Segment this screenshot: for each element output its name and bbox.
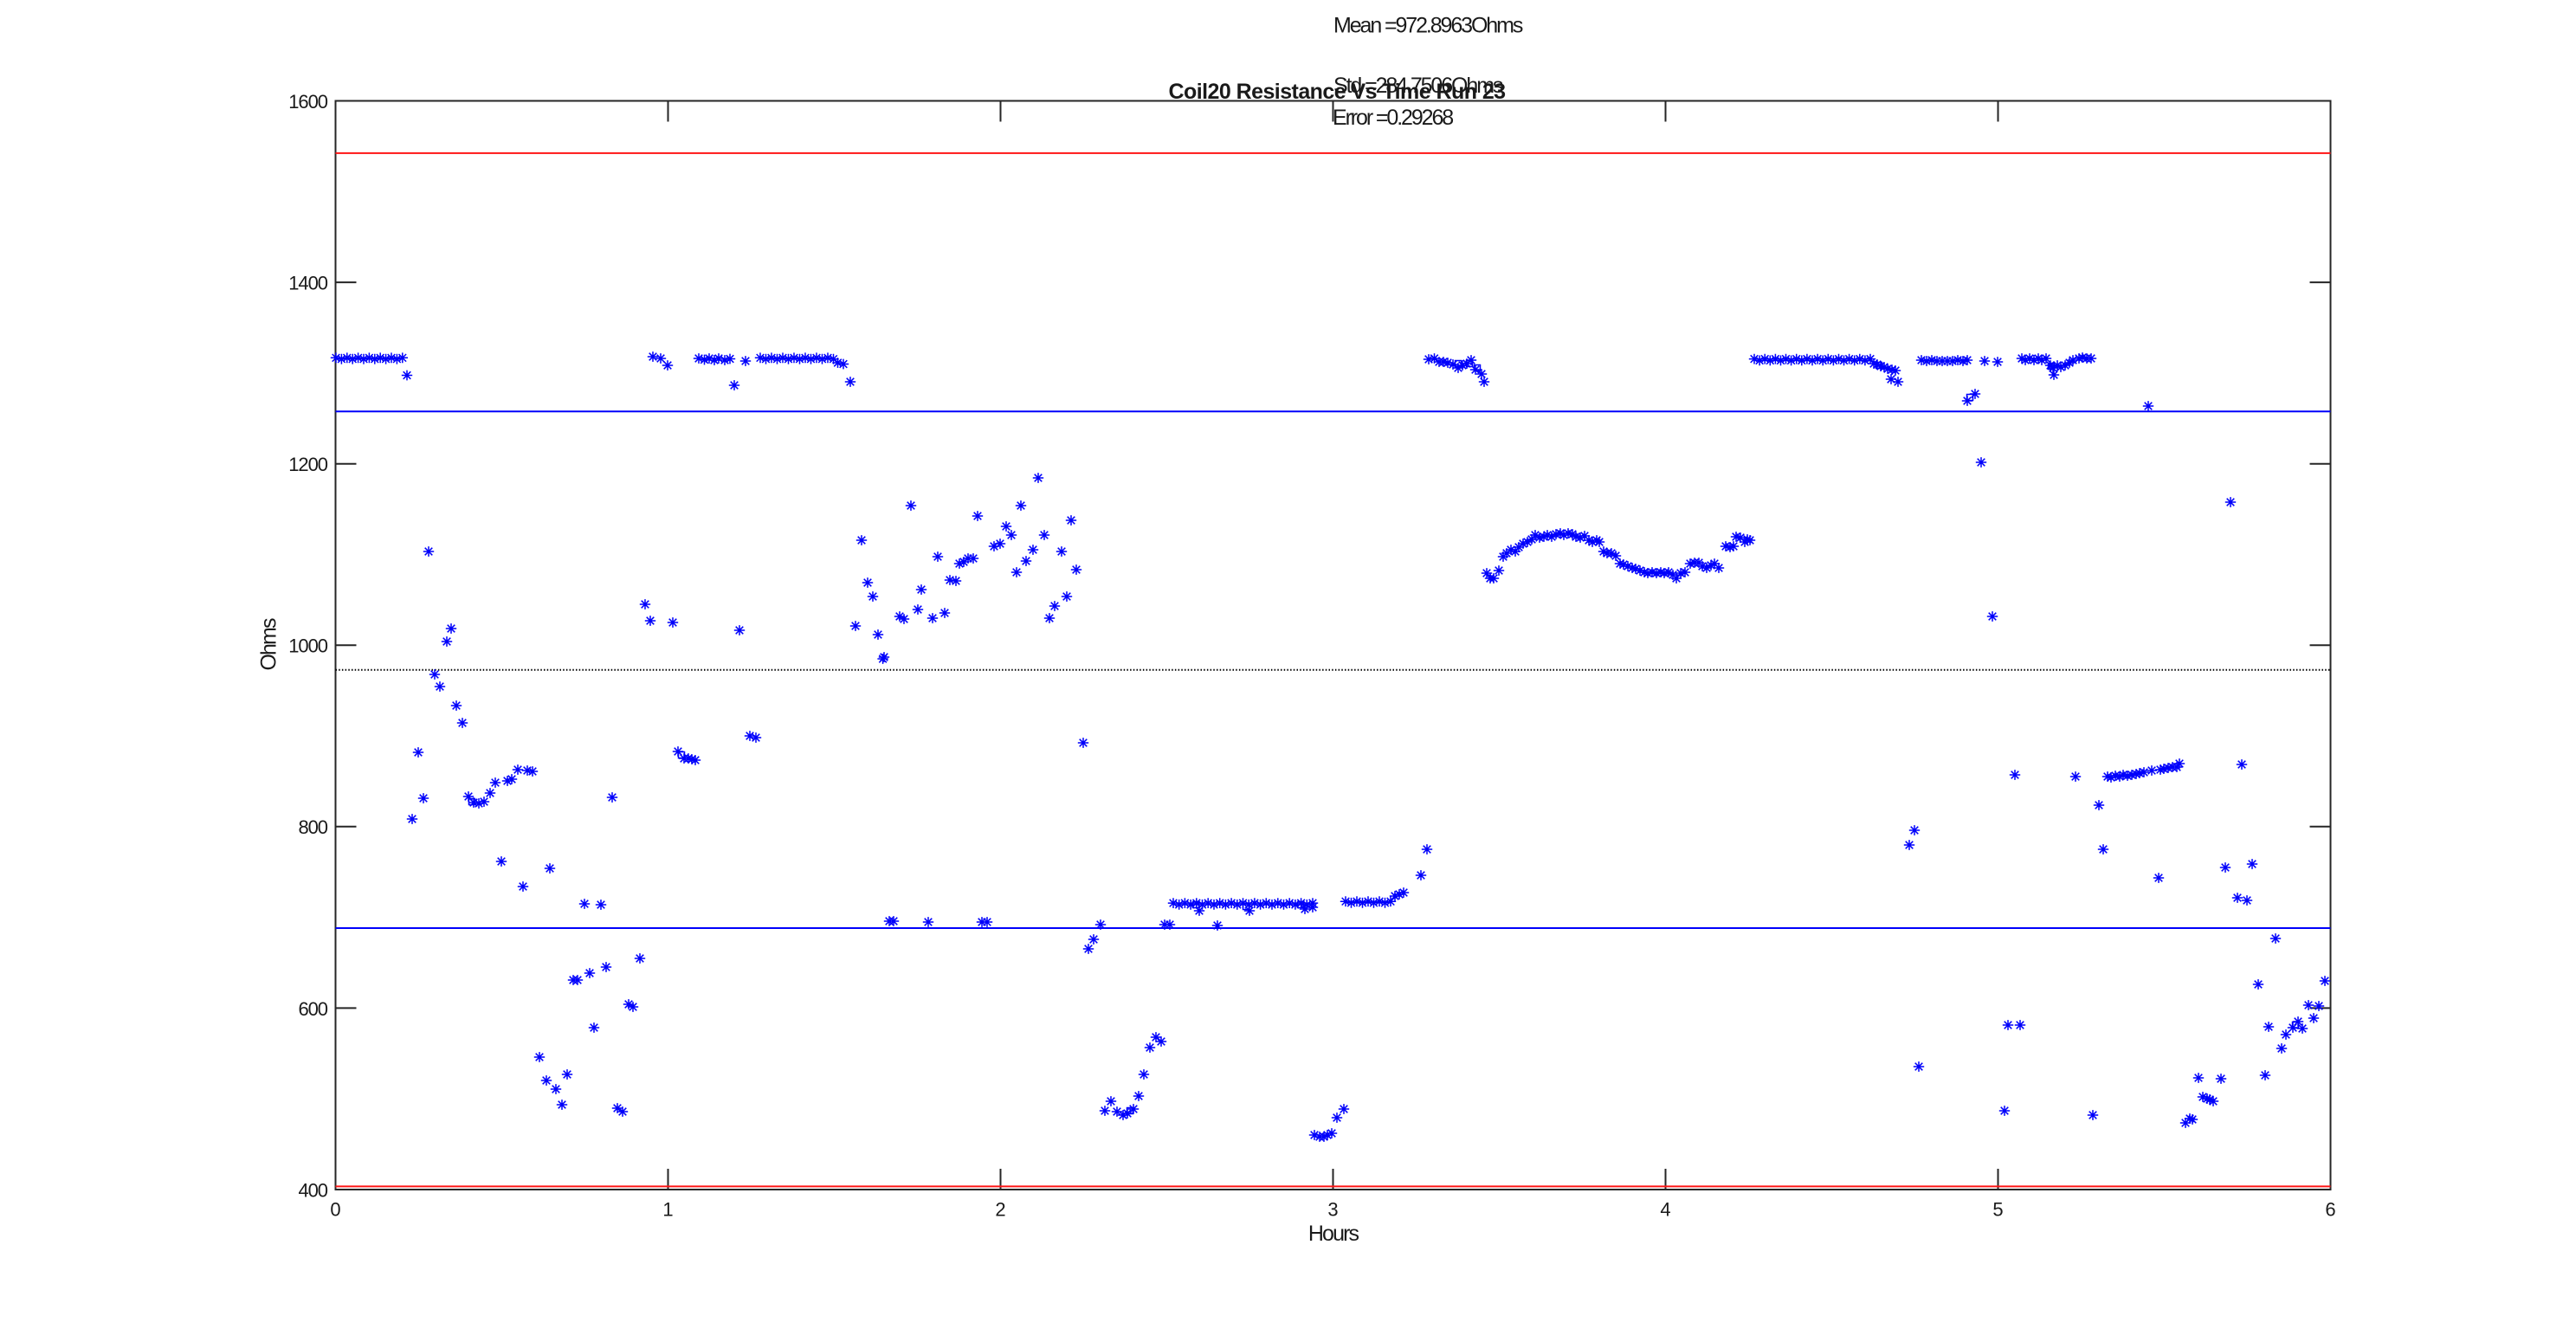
svg-text:1600: 1600: [288, 91, 328, 113]
svg-text:Std =284.7506Ohms: Std =284.7506Ohms: [1333, 74, 1503, 98]
svg-text:1000: 1000: [288, 635, 328, 657]
svg-text:Hours: Hours: [1308, 1222, 1359, 1246]
svg-text:3: 3: [1327, 1199, 1338, 1221]
svg-text:400: 400: [298, 1179, 327, 1201]
svg-text:Coil20 Resistance Vs Time Run: Coil20 Resistance Vs Time Run 23: [1168, 80, 1505, 104]
svg-text:1: 1: [662, 1199, 673, 1221]
svg-text:Mean =972.8963Ohms: Mean =972.8963Ohms: [1333, 14, 1523, 38]
svg-text:2: 2: [995, 1199, 1005, 1221]
svg-text:Error =0.29268: Error =0.29268: [1333, 106, 1453, 130]
svg-text:6: 6: [2325, 1199, 2335, 1221]
svg-text:600: 600: [298, 998, 327, 1020]
svg-text:4: 4: [1660, 1199, 1670, 1221]
svg-text:1400: 1400: [288, 272, 328, 293]
svg-text:Ohms: Ohms: [257, 618, 281, 670]
svg-text:5: 5: [1992, 1199, 2003, 1221]
svg-text:800: 800: [298, 816, 327, 838]
svg-text:1200: 1200: [288, 454, 328, 475]
svg-text:0: 0: [330, 1199, 340, 1221]
